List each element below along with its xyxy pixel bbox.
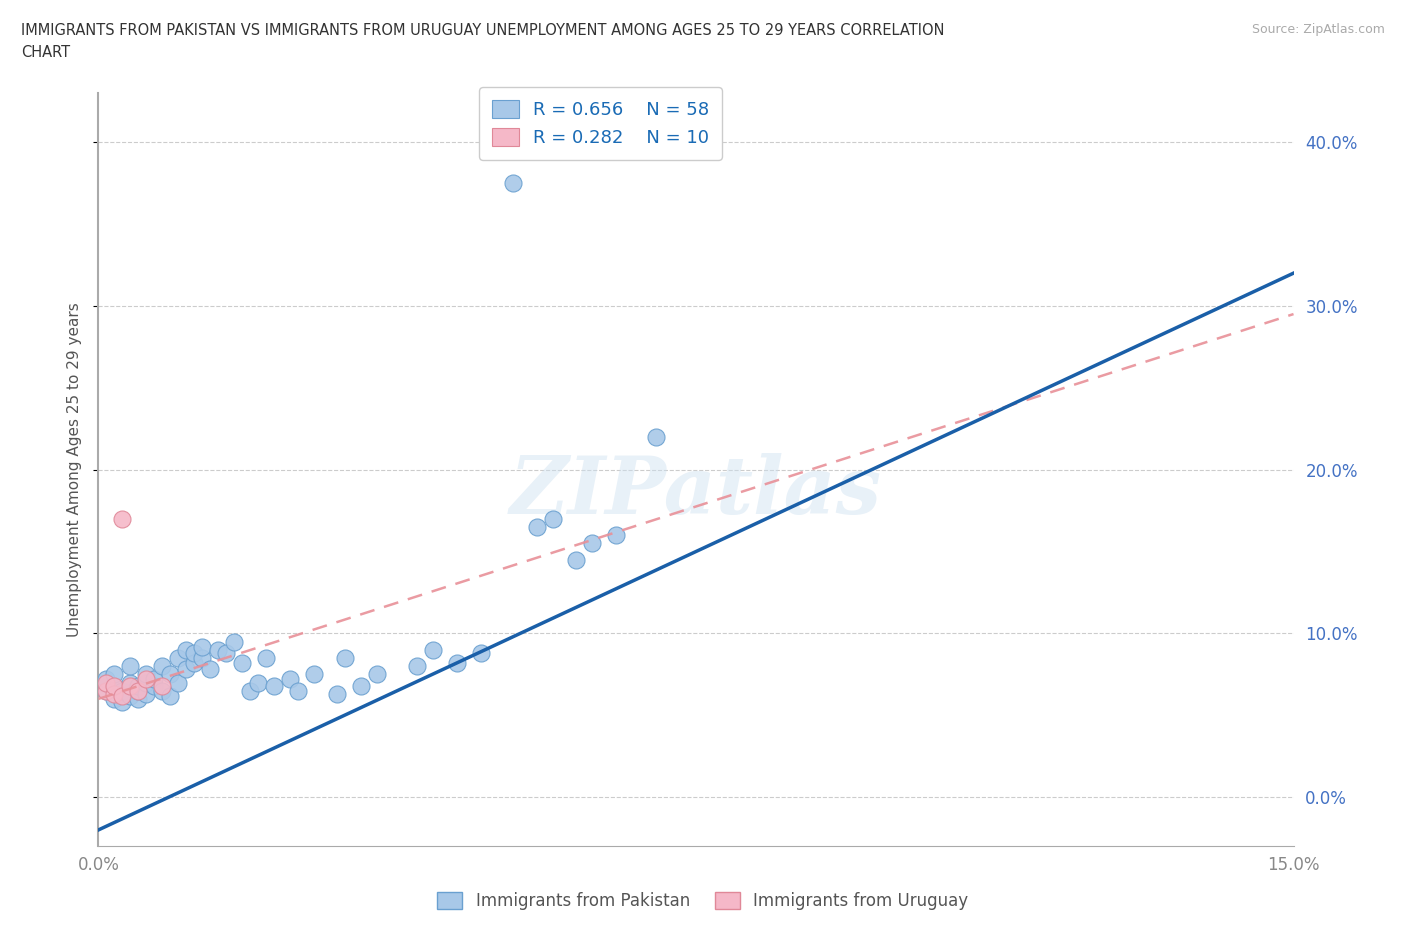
Point bbox=[111, 512, 134, 526]
Point bbox=[111, 684, 134, 698]
Point bbox=[96, 675, 118, 690]
Point bbox=[526, 520, 548, 535]
Point bbox=[302, 667, 325, 682]
Point bbox=[96, 675, 118, 690]
Point bbox=[246, 675, 269, 690]
Point bbox=[103, 678, 125, 693]
Point bbox=[446, 656, 468, 671]
Point bbox=[96, 684, 118, 698]
Point bbox=[120, 658, 142, 673]
Point bbox=[174, 643, 197, 658]
Point bbox=[135, 667, 157, 682]
Point bbox=[135, 686, 157, 701]
Point bbox=[135, 675, 157, 690]
Point bbox=[167, 651, 190, 666]
Point bbox=[222, 634, 245, 649]
Point bbox=[143, 678, 166, 693]
Point bbox=[127, 692, 149, 707]
Point bbox=[470, 645, 492, 660]
Point bbox=[565, 552, 588, 567]
Point bbox=[96, 684, 118, 698]
Point bbox=[191, 651, 214, 666]
Point bbox=[150, 678, 173, 693]
Point bbox=[103, 678, 125, 693]
Point bbox=[335, 651, 357, 666]
Legend: Immigrants from Pakistan, Immigrants from Uruguay: Immigrants from Pakistan, Immigrants fro… bbox=[430, 885, 976, 917]
Point bbox=[278, 671, 301, 686]
Point bbox=[111, 695, 134, 710]
Point bbox=[120, 678, 142, 693]
Point bbox=[111, 688, 134, 703]
Point bbox=[406, 658, 429, 673]
Point bbox=[135, 671, 157, 686]
Point bbox=[120, 675, 142, 690]
Point bbox=[366, 667, 388, 682]
Text: Source: ZipAtlas.com: Source: ZipAtlas.com bbox=[1251, 23, 1385, 36]
Point bbox=[541, 512, 564, 526]
Point bbox=[127, 684, 149, 698]
Point bbox=[150, 684, 173, 698]
Point bbox=[96, 671, 118, 686]
Point bbox=[350, 678, 373, 693]
Point bbox=[207, 643, 229, 658]
Point bbox=[183, 656, 205, 671]
Point bbox=[191, 639, 214, 654]
Point bbox=[143, 671, 166, 686]
Point bbox=[326, 686, 349, 701]
Point bbox=[254, 651, 277, 666]
Point bbox=[239, 684, 262, 698]
Point bbox=[167, 675, 190, 690]
Point bbox=[263, 678, 285, 693]
Point bbox=[231, 656, 253, 671]
Point bbox=[198, 662, 221, 677]
Text: IMMIGRANTS FROM PAKISTAN VS IMMIGRANTS FROM URUGUAY UNEMPLOYMENT AMONG AGES 25 T: IMMIGRANTS FROM PAKISTAN VS IMMIGRANTS F… bbox=[21, 23, 945, 38]
Point bbox=[127, 684, 149, 698]
Point bbox=[120, 688, 142, 703]
Text: ZIPatlas: ZIPatlas bbox=[510, 454, 882, 531]
Point bbox=[422, 643, 444, 658]
Text: CHART: CHART bbox=[21, 45, 70, 60]
Point bbox=[103, 667, 125, 682]
Legend: R = 0.656    N = 58, R = 0.282    N = 10: R = 0.656 N = 58, R = 0.282 N = 10 bbox=[479, 87, 721, 160]
Point bbox=[287, 684, 309, 698]
Point bbox=[215, 645, 238, 660]
Point bbox=[127, 678, 149, 693]
Point bbox=[183, 645, 205, 660]
Point bbox=[174, 662, 197, 677]
Y-axis label: Unemployment Among Ages 25 to 29 years: Unemployment Among Ages 25 to 29 years bbox=[67, 302, 83, 637]
Point bbox=[645, 430, 668, 445]
Point bbox=[159, 667, 181, 682]
Point bbox=[159, 688, 181, 703]
Point bbox=[150, 658, 173, 673]
Point bbox=[103, 692, 125, 707]
Point bbox=[103, 686, 125, 701]
Point bbox=[581, 536, 603, 551]
Point bbox=[605, 527, 627, 542]
Point bbox=[502, 176, 524, 191]
